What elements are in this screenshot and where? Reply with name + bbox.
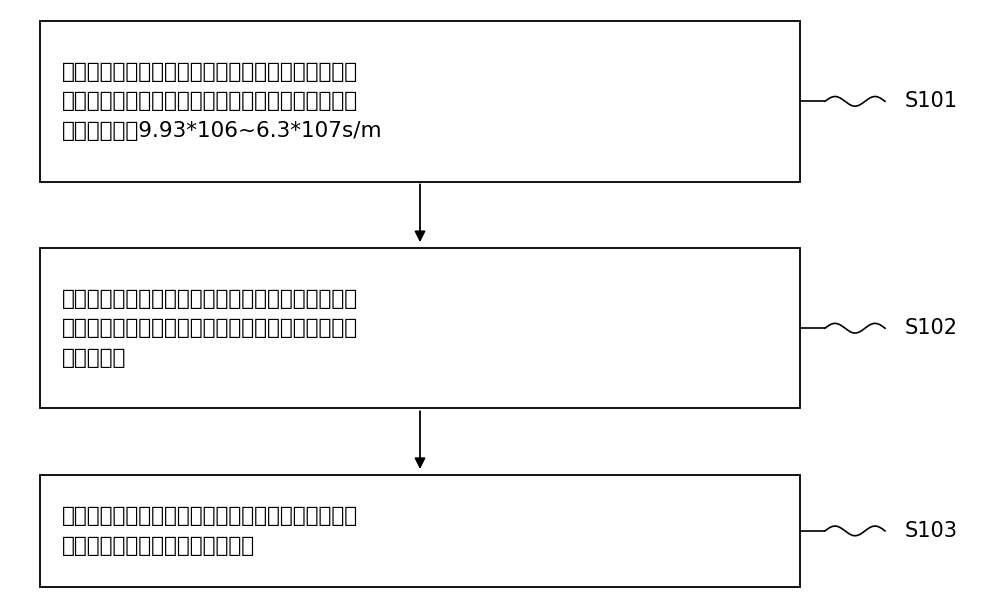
- Text: 将所述非晶金属复合粉末均匀铺覆在金属基体表面，
再将一层金属箔铺覆在非晶金属复合粉末层表面，生
成待焊工件: 将所述非晶金属复合粉末均匀铺覆在金属基体表面， 再将一层金属箔铺覆在非晶金属复合…: [62, 289, 358, 368]
- Text: S101: S101: [905, 91, 958, 111]
- Bar: [40, 248, 800, 408]
- Bar: [40, 475, 800, 587]
- Text: S103: S103: [905, 521, 958, 541]
- Text: S102: S102: [905, 318, 958, 338]
- Bar: [40, 21, 800, 182]
- Text: 对所述待焊工件进行电阻熔覆，以使所述非晶金属复
合粉末层焊接在所述金属基体表面: 对所述待焊工件进行电阻熔覆，以使所述非晶金属复 合粉末层焊接在所述金属基体表面: [62, 506, 358, 555]
- Text: 对非晶粉末进行化学镀，以使所述非晶粉末表面生成
一层金属层，制得非晶金属复合粉末，所述金属层的
电导率范围为9.93*106~6.3*107s/m: 对非晶粉末进行化学镀，以使所述非晶粉末表面生成 一层金属层，制得非晶金属复合粉末…: [62, 62, 383, 141]
